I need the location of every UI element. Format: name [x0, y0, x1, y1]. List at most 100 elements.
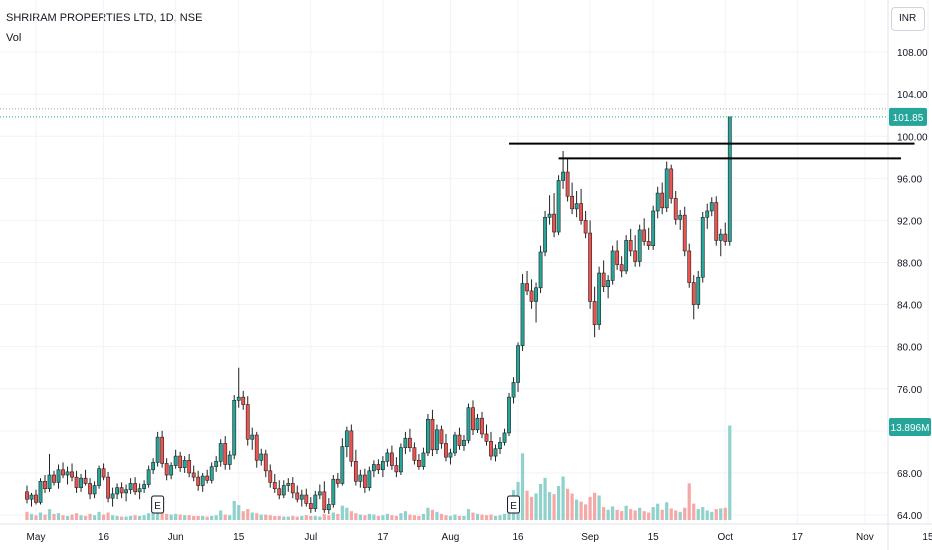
volume-bar: [174, 513, 178, 520]
candle-body: [137, 488, 142, 493]
candle-body: [475, 417, 480, 431]
volume-bar: [273, 515, 277, 520]
candle-body: [444, 443, 448, 458]
candle: [29, 492, 34, 507]
candle-body: [403, 437, 408, 448]
candle-body: [38, 481, 43, 503]
volume-bar: [300, 515, 304, 520]
candle: [601, 260, 606, 292]
candle-body: [115, 487, 119, 495]
candle: [529, 279, 534, 309]
candle-body: [236, 396, 241, 401]
candle: [615, 240, 620, 270]
volume-bar: [196, 515, 200, 520]
candle: [178, 451, 183, 472]
candle-body: [263, 453, 268, 472]
volume-bar: [25, 511, 29, 520]
candle: [457, 427, 462, 450]
candle-body: [344, 430, 349, 447]
candle-body: [110, 493, 115, 499]
volume-bar: [331, 512, 335, 520]
volume-bar: [408, 514, 412, 520]
candle-body: [196, 476, 201, 486]
candle-body: [642, 229, 647, 242]
last-price-label: 101.85: [893, 113, 924, 124]
volume-bar: [543, 477, 547, 520]
candle: [56, 464, 61, 489]
candle-body: [525, 283, 529, 292]
earnings-marker-box: [507, 495, 521, 514]
volume-bar: [129, 515, 133, 520]
candle: [349, 424, 354, 467]
candle-body: [389, 452, 394, 466]
volume-bar: [183, 515, 187, 520]
candle-body: [462, 440, 466, 446]
currency-button[interactable]: INR: [891, 7, 925, 31]
volume-bar: [304, 515, 308, 520]
y-tick-label: 76.00: [897, 385, 922, 396]
candle: [263, 449, 268, 478]
candle: [155, 431, 160, 467]
candle-body: [376, 464, 381, 471]
y-tick-label: 100.00: [897, 132, 928, 143]
candle-body: [182, 459, 187, 468]
candle-body: [124, 489, 129, 494]
candle-body: [34, 494, 38, 503]
candle: [493, 444, 498, 462]
candle: [376, 459, 381, 474]
candle: [547, 195, 552, 225]
volume-bar: [444, 515, 448, 520]
volume-bar: [65, 515, 70, 520]
candle-body: [606, 280, 611, 288]
candle-body: [610, 250, 615, 281]
volume-bar: [250, 512, 254, 520]
volume-bar: [372, 514, 376, 520]
volume-bar: [92, 515, 97, 520]
candle-body: [457, 434, 462, 446]
candle-body: [160, 436, 165, 464]
candle-body: [601, 272, 606, 288]
candle: [453, 431, 457, 457]
volume-bar: [552, 494, 556, 520]
volume-bar: [264, 514, 268, 520]
candle-body: [430, 418, 435, 451]
candle: [34, 489, 38, 505]
candle: [664, 161, 669, 213]
y-tick-label: 88.00: [897, 259, 922, 270]
volume-bar: [133, 515, 137, 520]
volume-bar: [565, 488, 570, 520]
candle-body: [83, 477, 88, 484]
candle-body: [326, 504, 331, 511]
candle-body: [556, 180, 561, 233]
candle: [142, 480, 147, 493]
candle: [592, 286, 597, 338]
candle-body: [349, 430, 354, 462]
x-tick-label: 15: [233, 532, 245, 543]
volume-bar: [719, 508, 723, 520]
candle: [25, 485, 29, 504]
candle: [610, 245, 615, 285]
volume-bar: [259, 514, 263, 520]
candle: [214, 456, 219, 472]
x-tick-label: Aug: [442, 532, 460, 543]
candle: [700, 212, 705, 283]
candle-body: [520, 283, 525, 346]
candle: [385, 448, 390, 467]
candle-body: [682, 214, 687, 252]
earnings-marker-label: E: [154, 501, 161, 512]
candle-body: [133, 483, 138, 493]
candle-body: [151, 462, 156, 471]
candle: [651, 205, 656, 250]
volume-bar: [502, 513, 507, 520]
volume-bar: [570, 493, 574, 520]
candle-body: [304, 494, 309, 504]
candle: [151, 458, 156, 474]
earnings-marker-box: [151, 495, 165, 514]
volume-bar: [466, 509, 471, 520]
candle: [709, 197, 714, 217]
volume-bar: [169, 514, 173, 520]
candle: [502, 428, 507, 446]
candle: [588, 220, 593, 309]
volume-bar: [669, 508, 673, 520]
